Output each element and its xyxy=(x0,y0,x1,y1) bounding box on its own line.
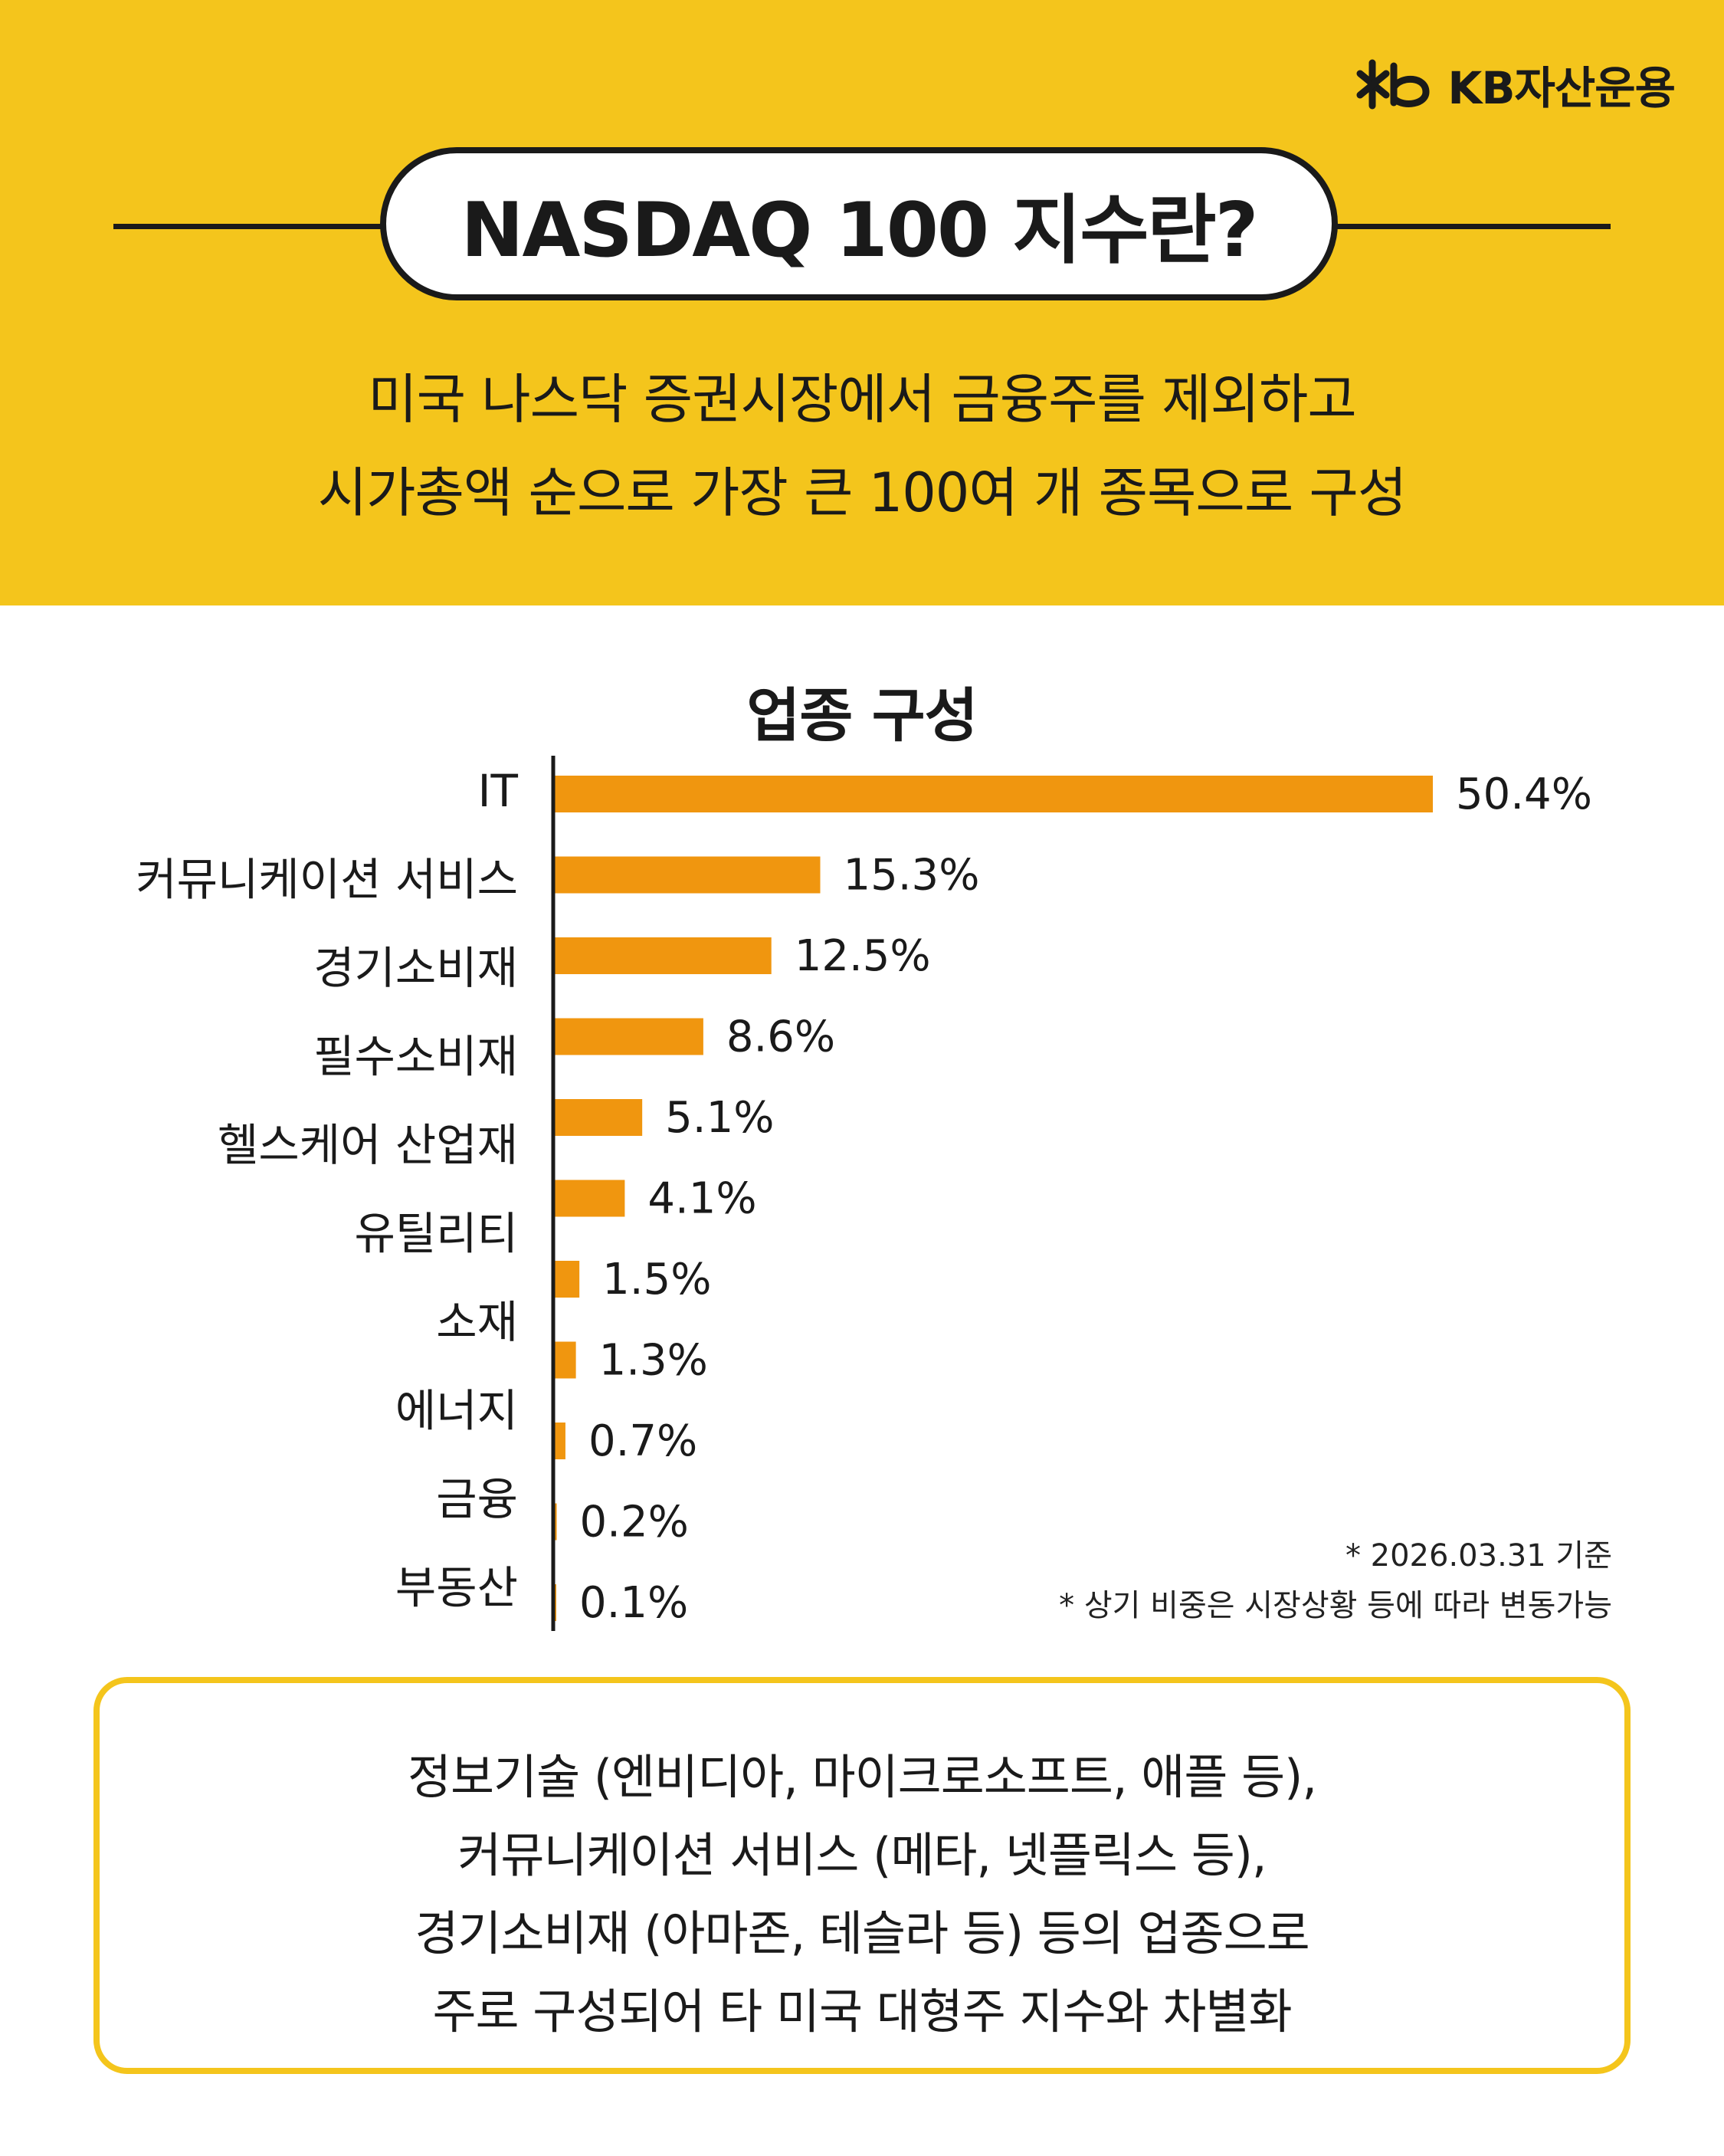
kb-star-logo-icon xyxy=(1356,59,1430,110)
category-label: 필수소비재 xyxy=(313,1031,518,1083)
bar xyxy=(553,856,821,894)
chart-title: 업종 구성 xyxy=(746,681,978,750)
bar xyxy=(553,1018,703,1055)
bar xyxy=(553,937,772,974)
category-label: 소재 xyxy=(436,1296,518,1348)
value-label: 0.1% xyxy=(579,1578,688,1628)
title-pill: NASDAQ 100 지수란? xyxy=(380,147,1338,300)
value-label: 12.5% xyxy=(795,931,931,981)
value-label: 4.1% xyxy=(647,1174,756,1224)
value-label: 0.2% xyxy=(580,1498,689,1547)
description-line-1: 정보기술 (엔비디아, 마이크로소프트, 애플 등), xyxy=(407,1749,1317,1805)
bar xyxy=(553,1423,565,1459)
value-label: 8.6% xyxy=(726,1012,835,1062)
category-label: 부동산 xyxy=(395,1562,518,1614)
bar xyxy=(553,1180,625,1217)
bar xyxy=(553,776,1433,812)
category-label: 유틸리티 xyxy=(355,1208,518,1260)
value-label: 50.4% xyxy=(1456,770,1592,819)
value-label: 5.1% xyxy=(665,1093,774,1143)
bar xyxy=(553,1261,580,1298)
description-box: 정보기술 (엔비디아, 마이크로소프트, 애플 등), 커뮤니케이션 서비스 (… xyxy=(93,1677,1631,2074)
value-label: 15.3% xyxy=(844,851,980,901)
description-line-4: 주로 구성되어 타 미국 대형주 지수와 차별화 xyxy=(432,1984,1293,2040)
bar xyxy=(553,1341,576,1379)
value-label: 0.7% xyxy=(588,1416,697,1466)
page-title: NASDAQ 100 지수란? xyxy=(460,187,1258,274)
category-label: 금융 xyxy=(436,1473,518,1525)
category-label: 에너지 xyxy=(395,1385,518,1437)
bar xyxy=(553,1099,643,1136)
category-label: 헬스케어 산업재 xyxy=(218,1119,518,1171)
brand-name: KB자산운용 xyxy=(1447,62,1676,114)
title-rule-left xyxy=(113,224,383,229)
note-date: * 2026.03.31 기준 xyxy=(1345,1538,1612,1574)
sector-bar-chart: 50.4% 15.3% 12.5% 8.6% 5.1% 4.1% 1.5% 1.3% 0.7% 0… xyxy=(136,756,1592,1631)
category-label: IT xyxy=(477,765,518,817)
subtitle-line-1: 미국 나스닥 증권시장에서 금융주를 제외하고 xyxy=(368,368,1357,431)
value-label: 1.3% xyxy=(599,1336,708,1386)
chart-notes: * 2026.03.31 기준 * 상기 비중은 시장상황 등에 따라 변동가능 xyxy=(1059,1531,1612,1631)
header-banner: KB자산운용 NASDAQ 100 지수란? 미국 나스닥 증권시장에서 금융주… xyxy=(0,0,1724,605)
description-line-2: 커뮤니케이션 서비스 (메타, 넷플릭스 등), xyxy=(457,1827,1267,1883)
brand-logo: KB자산운용 xyxy=(1355,54,1676,115)
subtitle-line-2: 시가총액 순으로 가장 큰 100여 개 종목으로 구성 xyxy=(317,461,1408,524)
title-rule-right xyxy=(1335,224,1611,229)
category-label: 커뮤니케이션 서비스 xyxy=(136,854,518,906)
category-label: 경기소비재 xyxy=(313,942,518,994)
value-label: 1.5% xyxy=(602,1255,711,1304)
description-line-3: 경기소비재 (아마존, 테슬라 등) 등의 업종으로 xyxy=(415,1905,1309,1961)
note-disclaimer: * 상기 비중은 시장상황 등에 따라 변동가능 xyxy=(1059,1588,1612,1623)
